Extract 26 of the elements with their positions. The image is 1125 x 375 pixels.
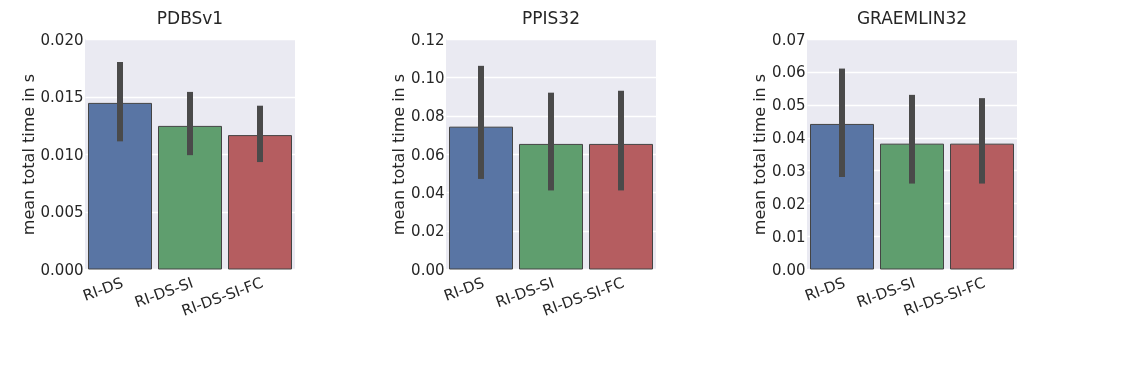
y-tick-label: 0.04 <box>772 129 806 148</box>
chart-title: PPIS32 <box>522 8 580 28</box>
y-axis-title: mean total time in s <box>18 73 38 236</box>
y-tick-label: 0.08 <box>411 107 445 126</box>
y-axis-title: mean total time in s <box>389 73 409 236</box>
y-tick-label: 0.03 <box>772 161 806 180</box>
chart-title: PDBSv1 <box>156 8 224 28</box>
y-tick-label: 0.06 <box>411 145 445 164</box>
y-tick-label: 0.02 <box>411 222 445 241</box>
y-tick-label: 0.000 <box>40 260 84 279</box>
y-tick-label: 0.04 <box>411 183 445 202</box>
y-tick-label: 0.010 <box>40 145 84 164</box>
y-tick-label: 0.05 <box>772 96 806 115</box>
y-tick-label: 0.00 <box>411 260 445 279</box>
y-tick-label: 0.020 <box>40 30 84 49</box>
y-tick-label: 0.10 <box>411 68 445 87</box>
y-tick-label: 0.02 <box>772 194 806 213</box>
y-tick-label: 0.07 <box>772 30 806 49</box>
y-tick-label: 0.00 <box>772 260 806 279</box>
y-tick-label: 0.015 <box>40 88 84 106</box>
y-tick-label: 0.06 <box>772 63 806 82</box>
chart-title: GRAEMLIN32 <box>856 8 968 28</box>
y-tick-label: 0.005 <box>40 203 84 221</box>
y-tick-label: 0.12 <box>411 30 445 49</box>
y-tick-label: 0.01 <box>772 227 806 246</box>
y-axis-title: mean total time in s <box>750 73 770 236</box>
